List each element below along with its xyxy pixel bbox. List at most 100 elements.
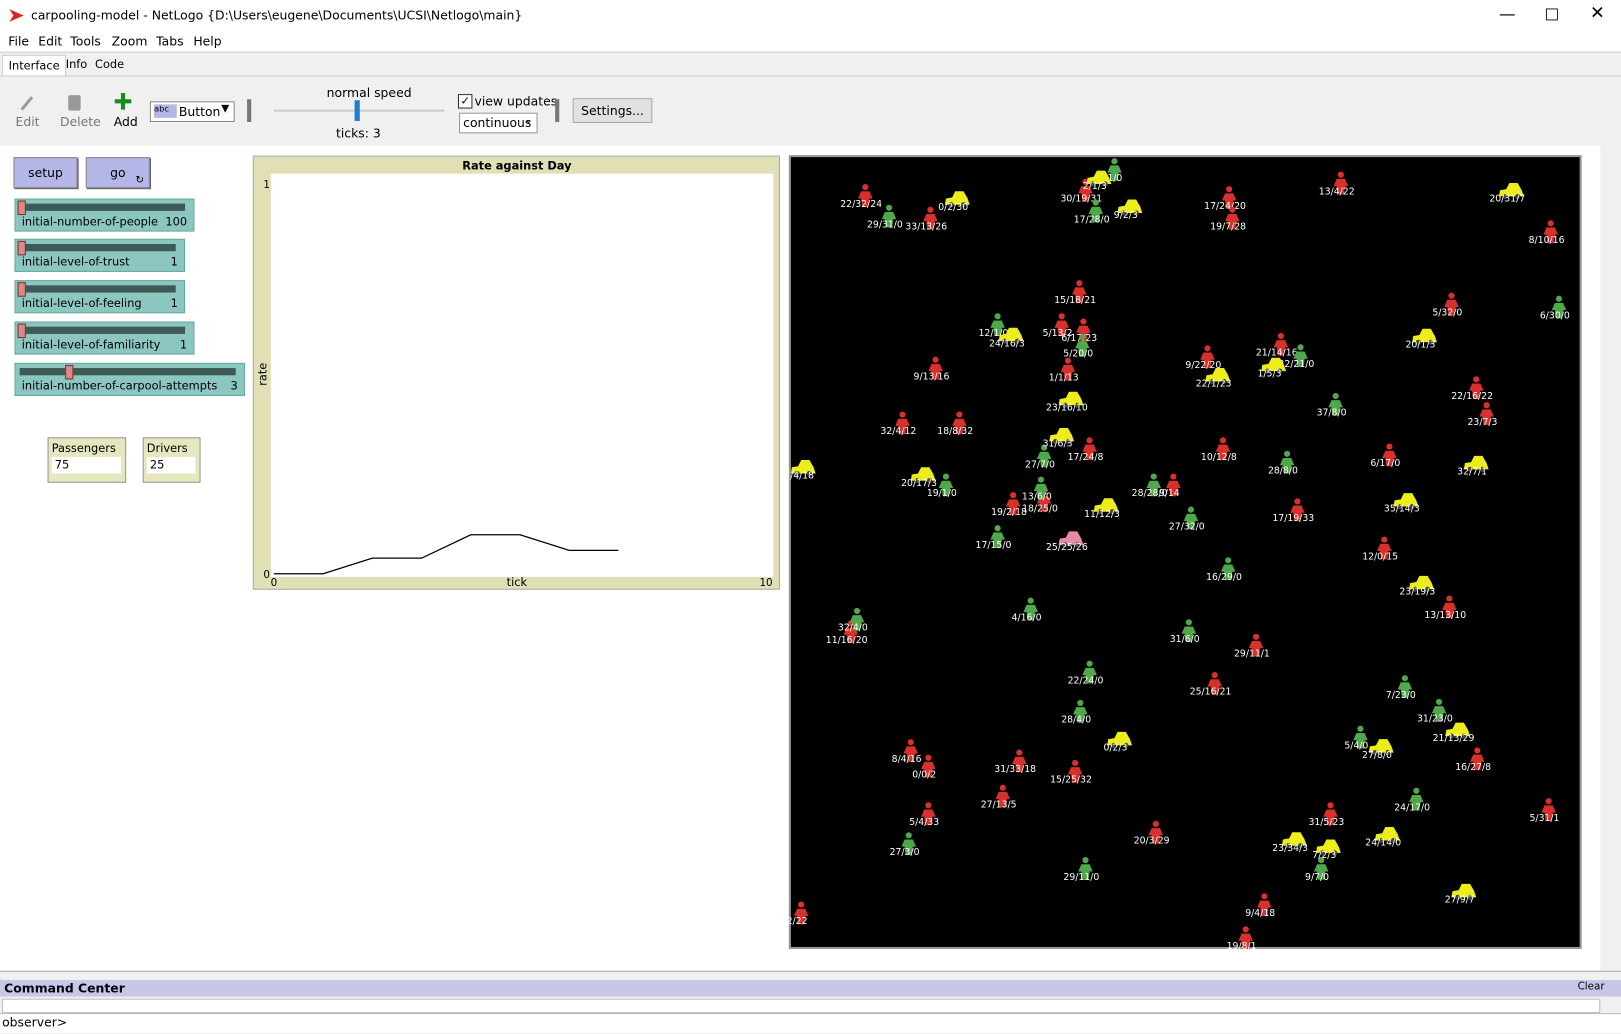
agent-label: 13/13/10: [1424, 610, 1466, 621]
view-updates-checkbox[interactable]: ✓: [457, 94, 473, 109]
person-head: [1086, 660, 1093, 667]
agent-label: 22/1/23: [1196, 379, 1232, 390]
menu-item[interactable]: File: [8, 34, 30, 49]
agent-label: 32/7/1: [1457, 467, 1487, 478]
agent-label: 23/19/3: [1399, 586, 1435, 597]
minimize[interactable]: —: [1499, 4, 1516, 24]
slider-value: 3: [230, 379, 238, 393]
car-wheel: [1277, 368, 1283, 374]
person-head: [1283, 450, 1291, 457]
person-head: [1082, 857, 1089, 864]
button[interactable]: go: [85, 157, 150, 189]
car-agent: [1368, 739, 1394, 753]
slider[interactable]: initial-number-of-carpool-attempts 3: [14, 362, 246, 396]
person-head: [1242, 926, 1249, 933]
agent-label: 27/32/0: [1169, 521, 1205, 532]
agent-label: 25/25/26: [1046, 542, 1088, 553]
slider[interactable]: initial-level-of-feeling 1: [14, 280, 186, 314]
slider-value: 100: [165, 215, 188, 229]
person-head: [1545, 798, 1552, 805]
person-body: [1279, 457, 1295, 474]
person-head: [1401, 675, 1409, 682]
person-head: [994, 525, 1001, 532]
car-wheel: [1467, 894, 1473, 900]
agent-label: 24/16/3: [989, 338, 1025, 349]
edit-button[interactable]: Edit: [15, 114, 40, 130]
agent-label: 10/12/8: [1201, 452, 1237, 463]
agent-label: 1/1/13: [1049, 372, 1079, 383]
agent-label: 28/8/0: [1268, 465, 1298, 476]
agent-label: 24/17/0: [1394, 802, 1430, 813]
tab[interactable]: Interface: [2, 54, 67, 77]
agent-label: 6/17/23: [1061, 333, 1097, 344]
agent-label: 20/17/3: [901, 478, 937, 489]
add-button[interactable]: Add: [113, 114, 138, 130]
person-head: [999, 784, 1006, 791]
person-head: [994, 313, 1001, 320]
monitor: Drivers 25: [142, 437, 201, 483]
car-agent: [910, 467, 936, 481]
close[interactable]: ✕: [1589, 3, 1605, 24]
clear-button[interactable]: Clear: [1577, 981, 1605, 993]
person-body: [1409, 794, 1424, 811]
delete-button[interactable]: Delete: [59, 114, 101, 130]
slider[interactable]: initial-level-of-trust 1: [14, 238, 186, 272]
observer-prompt[interactable]: observer>: [2, 1015, 68, 1030]
person-body: [1060, 364, 1076, 381]
scrollbar[interactable]: [1600, 145, 1621, 971]
car-wheel: [1062, 542, 1068, 548]
toolbar-area: Interface Info Code Edit Delete Add abc Bu…: [0, 51, 1621, 146]
car-agent: [1463, 455, 1489, 470]
car-agent: [1049, 427, 1075, 442]
car-agent: [1117, 199, 1143, 213]
slider[interactable]: initial-level-of-familiarity 1: [14, 321, 195, 355]
agent-label: 31/5/23: [1308, 817, 1344, 828]
person-body: [1033, 483, 1049, 500]
menu-item[interactable]: Zoom: [111, 34, 148, 49]
agent-label: 11/16/20: [826, 635, 868, 646]
person-body: [1238, 933, 1253, 950]
car-agent: [1093, 498, 1119, 512]
menu-item[interactable]: Edit: [38, 34, 63, 49]
button[interactable]: setup: [13, 157, 78, 189]
person-head: [1077, 699, 1084, 707]
car-wheel: [1209, 378, 1215, 385]
car-agent: [1374, 827, 1400, 841]
menu-item[interactable]: Help: [193, 34, 222, 49]
tab[interactable]: Info: [65, 57, 88, 72]
car-wheel: [1502, 193, 1508, 200]
person-head: [1277, 332, 1284, 340]
slider-value: 1: [170, 255, 178, 269]
agent-label: 24/14/0: [1365, 838, 1401, 849]
tab[interactable]: Code: [95, 57, 125, 72]
widget-type-select[interactable]: abc Button ▼: [149, 101, 235, 122]
person-head: [899, 411, 906, 418]
person-head: [1448, 292, 1455, 299]
person-body: [921, 761, 936, 778]
car-wheel: [1467, 466, 1473, 472]
menu-item[interactable]: Tabs: [156, 34, 184, 49]
agent-label: 27/7/0: [1025, 459, 1055, 470]
agent-label: 31/23/0: [1417, 714, 1453, 725]
person-body: [1470, 754, 1485, 771]
maximize[interactable]: □: [1544, 4, 1560, 23]
car-agent: [1409, 575, 1434, 590]
agent-label: 31/6/0: [1170, 634, 1200, 645]
car-agent: [1316, 839, 1341, 853]
settings-button[interactable]: Settings...: [572, 98, 653, 124]
person-body: [1442, 602, 1457, 619]
update-mode-select[interactable]: continuous ⌄: [459, 112, 538, 134]
person-body: [952, 418, 967, 435]
person-head: [956, 411, 963, 418]
x-tick-label: 10: [759, 577, 772, 589]
agent-label: 29/31/0: [867, 219, 903, 230]
agent-label: 17/19/33: [1272, 513, 1314, 524]
agent-label: 15/18/21: [1054, 295, 1096, 306]
car-agent: [1107, 731, 1133, 746]
slider[interactable]: initial-number-of-people 100: [14, 198, 195, 232]
menu-item[interactable]: Tools: [70, 34, 101, 49]
slider-knob: [17, 200, 26, 216]
agent-label: 23/16/10: [1046, 402, 1088, 413]
person-body: [1012, 756, 1027, 773]
car-wheel: [806, 470, 813, 477]
